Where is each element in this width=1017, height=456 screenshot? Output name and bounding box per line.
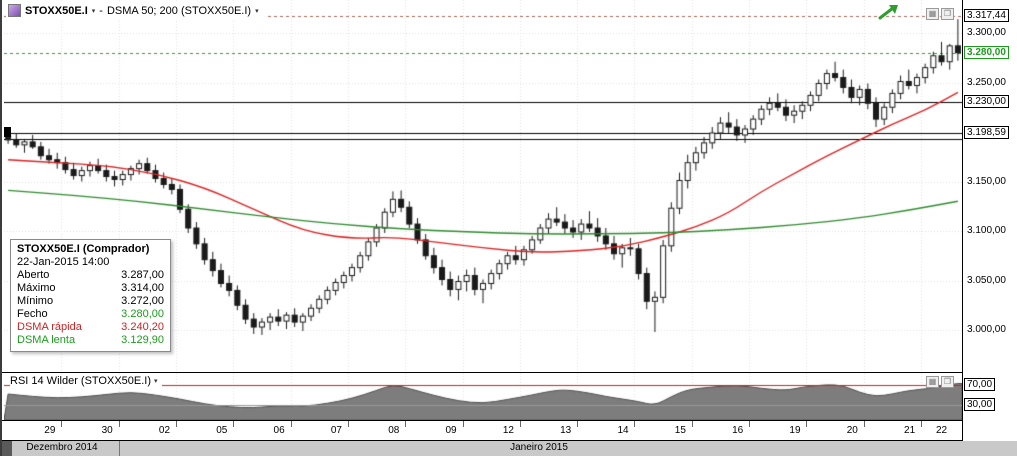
date-label: 09: [445, 425, 457, 436]
date-label: 05: [216, 425, 228, 436]
tooltip-row: Fecho 3.280,00: [17, 308, 164, 321]
day-tick-mark: [691, 421, 693, 427]
day-tick-mark: [61, 421, 63, 427]
month-label: Janeiro 2015: [510, 442, 568, 453]
price-tick-boxed: 3.230,00: [964, 95, 1009, 109]
date-label: 29: [44, 425, 56, 436]
day-tick-mark: [577, 421, 579, 427]
day-tick-mark: [462, 421, 464, 427]
tooltip-row-value: 3.287,00: [121, 269, 164, 281]
panel-separator: [2, 440, 1017, 441]
tooltip-row-label: DSMA lenta: [17, 334, 76, 346]
date-label: 13: [560, 425, 572, 436]
date-label: 19: [789, 425, 801, 436]
day-tick-mark: [405, 421, 407, 427]
price-axis[interactable]: 3.300,00 3.250,00 3.150,00 3.100,00 3.050,00…: [963, 0, 1017, 441]
date-label: 06: [273, 425, 285, 436]
date-label: 30: [101, 425, 113, 436]
tooltip-row-value: 3.272,00: [121, 295, 164, 307]
ohlc-tooltip: STOXX50E.I (Comprador) 22-Jan-2015 14:00…: [10, 239, 171, 352]
tooltip-row-value: 3.129,90: [121, 334, 164, 346]
rsi-tick: 30,00: [964, 398, 996, 411]
chart-expand-button[interactable]: ❒: [941, 8, 954, 20]
day-tick-mark: [749, 421, 751, 427]
day-tick-mark: [921, 421, 923, 427]
panel-separator: [2, 420, 1017, 421]
instrument-icon: [8, 4, 21, 17]
toolbar-separator: -: [99, 4, 103, 17]
price-tick-boxed: 3.280,00: [964, 45, 1009, 59]
rsi-header: RSI 14 Wilder (STOXX50E.I) ▾: [10, 375, 162, 387]
chart-panel-buttons: ▦ ❒: [926, 8, 954, 20]
rsi-indicator-label[interactable]: RSI 14 Wilder (STOXX50E.I): [10, 375, 152, 387]
day-tick-mark: [233, 421, 235, 427]
date-label: 07: [330, 425, 342, 436]
tooltip-datetime: 22-Jan-2015 14:00: [17, 256, 110, 268]
chevron-down-icon[interactable]: ▾: [255, 7, 259, 15]
price-tick: 3.150,00: [967, 175, 1006, 187]
tooltip-row: Máximo 3.314,00: [17, 282, 164, 295]
tooltip-row-label: Aberto: [17, 269, 50, 281]
date-label: 21: [904, 425, 916, 436]
date-label: 22: [935, 425, 948, 436]
day-tick-mark: [175, 421, 177, 427]
tooltip-row: Aberto 3.287,00: [17, 269, 164, 282]
day-tick-mark: [519, 421, 521, 427]
chevron-down-icon[interactable]: ▾: [91, 7, 96, 15]
indicator-label[interactable]: DSMA 50; 200 (STOXX50E.I): [106, 4, 252, 17]
tooltip-row: DSMA rápida 3.240,20: [17, 321, 164, 334]
tooltip-row-label: Fecho: [17, 308, 48, 320]
tooltip-row-label: Máximo: [17, 282, 56, 294]
date-label: 15: [674, 425, 686, 436]
date-label: 08: [388, 425, 400, 436]
month-label: Dezembro 2014: [26, 442, 98, 453]
time-axis[interactable]: 29 30 02 05 06 07 08 09 12 13 14 15 16 19 20 21 22: [4, 421, 962, 440]
chart-settings-button[interactable]: ▦: [926, 8, 939, 20]
tooltip-row-label: DSMA rápida: [17, 321, 82, 333]
price-tick: 3.100,00: [967, 225, 1006, 236]
tooltip-row: DSMA lenta 3.129,90: [17, 334, 164, 347]
rsi-settings-button[interactable]: ▦: [926, 376, 939, 388]
tooltip-row: Mínimo 3.272,00: [17, 295, 164, 308]
tooltip-row-value: 3.314,00: [121, 282, 164, 294]
tooltip-rows: Aberto 3.287,00 Máximo 3.314,00 Mínimo 3.272,…: [17, 269, 164, 347]
rsi-expand-button[interactable]: ❒: [941, 376, 954, 388]
rsi-indicator-canvas[interactable]: [4, 373, 962, 420]
day-tick-mark: [863, 421, 865, 427]
tooltip-title: STOXX50E.I (Comprador): [17, 243, 150, 255]
chart-toolbar: STOXX50E.I ▾ - DSMA 50; 200 (STOXX50E.I)…: [6, 2, 265, 19]
date-label: 02: [158, 425, 171, 436]
price-tick: 3.300,00: [967, 27, 1006, 38]
price-axis-border: [962, 0, 963, 441]
chevron-down-icon[interactable]: ▾: [154, 378, 158, 385]
trend-arrow-icon[interactable]: [878, 4, 900, 21]
panel-separator: [2, 372, 1017, 373]
tooltip-row-label: Mínimo: [17, 295, 54, 307]
month-separator: [119, 441, 120, 456]
tooltip-row-value: 3.240,20: [121, 321, 164, 333]
date-label: 12: [502, 425, 514, 436]
corner-block: [2, 441, 12, 456]
rsi-panel-buttons: ▦ ❒: [926, 376, 954, 388]
date-label: 16: [732, 425, 744, 436]
symbol-label[interactable]: STOXX50E.I: [25, 4, 88, 17]
price-tick-boxed: 3.198,59: [964, 126, 1009, 140]
period-bar: Dezembro 2014 Janeiro 2015: [2, 441, 1017, 456]
day-tick-mark: [806, 421, 808, 427]
price-tick-boxed: 3.317,44: [964, 8, 1009, 22]
day-tick-mark: [634, 421, 636, 427]
price-tick: 3.000,00: [967, 324, 1006, 335]
day-tick-mark: [290, 421, 292, 427]
tooltip-row-value: 3.280,00: [121, 308, 164, 320]
date-label: 20: [846, 425, 858, 436]
date-label: 14: [617, 425, 629, 436]
price-tick: 3.050,00: [967, 274, 1006, 286]
rsi-tick: 70,00: [964, 378, 996, 391]
day-tick-mark: [118, 421, 120, 427]
horizontal-line-handle[interactable]: [4, 127, 11, 137]
price-tick: 3.250,00: [967, 76, 1006, 88]
day-tick-mark: [347, 421, 349, 427]
